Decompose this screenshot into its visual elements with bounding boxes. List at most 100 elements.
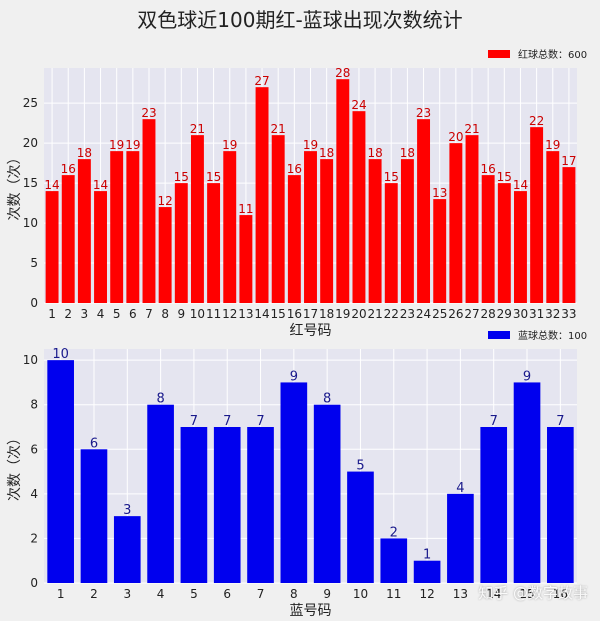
blue-bar-4 xyxy=(147,404,174,583)
red-x-tick-label-22: 22 xyxy=(384,307,399,321)
red-x-tick-label-20: 20 xyxy=(351,307,366,321)
red-data-label-25: 13 xyxy=(432,186,447,200)
red-x-tick-label-7: 7 xyxy=(145,307,153,321)
red-bar-7 xyxy=(142,119,156,303)
red-y-tick-label: 10 xyxy=(23,216,38,230)
red-data-label-29: 15 xyxy=(497,170,512,184)
red-x-tick-label-6: 6 xyxy=(129,307,137,321)
red-bar-6 xyxy=(126,151,140,303)
red-data-label-14: 27 xyxy=(254,74,269,88)
red-bar-17 xyxy=(304,151,317,303)
red-bar-21 xyxy=(368,159,382,303)
blue-x-tick-label-10: 10 xyxy=(353,587,368,601)
red-bar-32 xyxy=(546,151,560,303)
blue-x-tick-label-12: 12 xyxy=(419,587,434,601)
red-legend-swatch xyxy=(488,50,510,58)
red-data-label-21: 18 xyxy=(367,146,382,160)
blue-bar-10 xyxy=(347,471,374,583)
red-x-tick-label-21: 21 xyxy=(367,307,382,321)
blue-data-label-15: 9 xyxy=(523,369,531,384)
blue-bar-16 xyxy=(547,427,574,583)
blue-data-label-1: 10 xyxy=(52,347,69,362)
red-data-label-26: 20 xyxy=(448,130,463,144)
blue-x-tick-label-13: 13 xyxy=(453,587,468,601)
red-legend-label: 红球总数：600 xyxy=(518,48,587,61)
blue-data-label-12: 1 xyxy=(423,548,431,563)
red-x-tick-label-9: 9 xyxy=(177,307,185,321)
red-data-label-28: 16 xyxy=(481,162,496,176)
red-x-tick-label-17: 17 xyxy=(303,307,318,321)
red-x-tick-label-13: 13 xyxy=(238,307,253,321)
red-bar-31 xyxy=(530,127,544,303)
red-data-label-16: 16 xyxy=(287,162,302,176)
red-y-axis-label: 次数（次） xyxy=(7,151,23,221)
blue-y-tick-label: 0 xyxy=(30,576,38,590)
blue-bar-2 xyxy=(80,449,108,583)
red-bar-15 xyxy=(271,135,285,303)
red-x-tick-label-19: 19 xyxy=(335,307,350,321)
red-data-label-2: 16 xyxy=(61,162,76,176)
blue-y-axis-label: 次数（次） xyxy=(7,431,23,501)
blue-bar-3 xyxy=(113,516,141,583)
red-x-tick-label-25: 25 xyxy=(432,307,447,321)
blue-data-label-14: 7 xyxy=(490,414,498,429)
red-data-label-11: 15 xyxy=(206,170,221,184)
blue-x-tick-label-14: 14 xyxy=(486,587,501,601)
red-bar-23 xyxy=(400,159,414,303)
blue-data-label-16: 7 xyxy=(556,414,564,429)
red-data-label-5: 19 xyxy=(109,138,124,152)
red-x-tick-label-33: 33 xyxy=(561,307,576,321)
blue-data-label-13: 4 xyxy=(456,481,464,496)
blue-y-tick-label: 10 xyxy=(23,353,38,367)
red-y-tick-label: 0 xyxy=(30,296,38,310)
red-x-tick-label-29: 29 xyxy=(497,307,512,321)
blue-x-tick-label-6: 6 xyxy=(223,587,231,601)
red-bar-28 xyxy=(481,175,495,303)
red-bar-4 xyxy=(94,191,107,303)
red-data-label-31: 22 xyxy=(529,114,544,128)
red-x-tick-label-10: 10 xyxy=(190,307,205,321)
red-bar-13 xyxy=(239,215,253,303)
blue-bar-14 xyxy=(480,427,508,583)
blue-data-label-6: 7 xyxy=(223,414,231,429)
red-y-tick-label: 15 xyxy=(23,176,38,190)
red-bar-18 xyxy=(320,159,334,303)
blue-data-label-4: 8 xyxy=(156,392,164,407)
red-bar-9 xyxy=(174,183,188,303)
red-bar-1 xyxy=(45,191,59,303)
red-data-label-7: 23 xyxy=(141,106,156,120)
red-x-tick-label-5: 5 xyxy=(113,307,121,321)
red-data-label-13: 11 xyxy=(238,202,253,216)
red-y-tick-label: 25 xyxy=(23,96,38,110)
red-bar-14 xyxy=(255,87,269,303)
red-data-label-6: 19 xyxy=(125,138,140,152)
blue-bar-12 xyxy=(413,560,441,583)
blue-data-label-3: 3 xyxy=(123,503,131,518)
red-data-label-18: 18 xyxy=(319,146,334,160)
red-data-label-33: 17 xyxy=(561,154,576,168)
red-bar-26 xyxy=(449,143,463,303)
blue-x-tick-label-5: 5 xyxy=(190,587,198,601)
red-data-label-19: 28 xyxy=(335,66,350,80)
red-x-tick-label-1: 1 xyxy=(48,307,56,321)
red-bar-19 xyxy=(336,79,350,303)
blue-y-tick-label: 2 xyxy=(30,531,38,545)
red-bar-24 xyxy=(417,119,431,303)
red-data-label-12: 19 xyxy=(222,138,237,152)
red-data-label-3: 18 xyxy=(77,146,92,160)
blue-x-tick-label-7: 7 xyxy=(257,587,265,601)
red-x-tick-label-27: 27 xyxy=(464,307,479,321)
red-x-tick-label-26: 26 xyxy=(448,307,463,321)
blue-data-label-5: 7 xyxy=(190,414,198,429)
red-data-label-22: 15 xyxy=(384,170,399,184)
red-bar-8 xyxy=(158,207,172,303)
red-y-tick-label: 5 xyxy=(30,256,38,270)
red-bar-33 xyxy=(562,167,576,303)
red-bar-25 xyxy=(433,199,447,303)
red-bar-29 xyxy=(497,183,511,303)
red-bar-5 xyxy=(110,151,124,303)
red-bar-12 xyxy=(223,151,237,303)
blue-bar-9 xyxy=(313,404,341,583)
blue-legend-swatch xyxy=(488,331,510,339)
